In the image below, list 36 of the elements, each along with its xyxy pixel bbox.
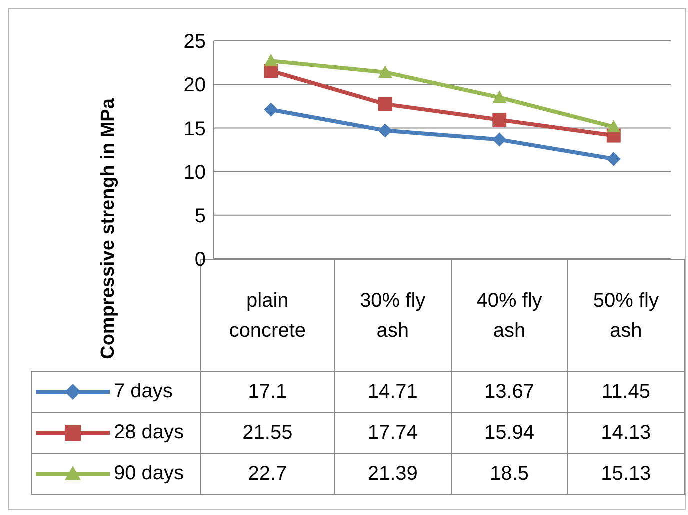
point [606, 120, 621, 133]
y-tick-label: 20 [184, 74, 206, 97]
y-tick-label: 5 [194, 206, 206, 228]
point [378, 65, 392, 78]
point [264, 54, 278, 67]
legend-label: 7 days [114, 380, 173, 402]
point [378, 97, 392, 112]
data-label: 15.94 [451, 412, 568, 454]
legend-label: 90 days [114, 462, 184, 484]
point [378, 124, 392, 138]
y-axis-title: Compressive strengh in MPa [98, 98, 120, 360]
point [264, 102, 278, 117]
data-label: 21.55 [200, 412, 335, 454]
x-tick-label: 30% fly ash [334, 260, 452, 372]
y-tick-label: 25 [184, 31, 206, 54]
y-tick-label: 15 [184, 118, 206, 140]
point [492, 132, 507, 147]
y-tick-label: 0 [194, 249, 206, 272]
point [606, 152, 621, 166]
x-tick-label: 50% fly ash [568, 260, 684, 372]
data-label: 11.45 [568, 372, 684, 412]
x-tick-label: 40% fly ash [451, 260, 568, 372]
point [492, 113, 507, 128]
data-label: 14.71 [334, 372, 452, 412]
data-label: 22.7 [200, 454, 335, 494]
y-tick-label: 10 [184, 162, 206, 184]
data-label: 17.74 [334, 412, 452, 454]
data-label: 13.67 [451, 372, 568, 412]
data-label: 21.39 [334, 454, 452, 494]
point [492, 90, 507, 104]
x-tick-label: plain concrete [229, 290, 306, 342]
legend-label: 28 days [114, 422, 184, 444]
data-label: 18.5 [451, 454, 568, 494]
data-label: 14.13 [568, 412, 684, 454]
data-label: 15.13 [568, 454, 684, 494]
data-label: 17.1 [200, 372, 335, 412]
